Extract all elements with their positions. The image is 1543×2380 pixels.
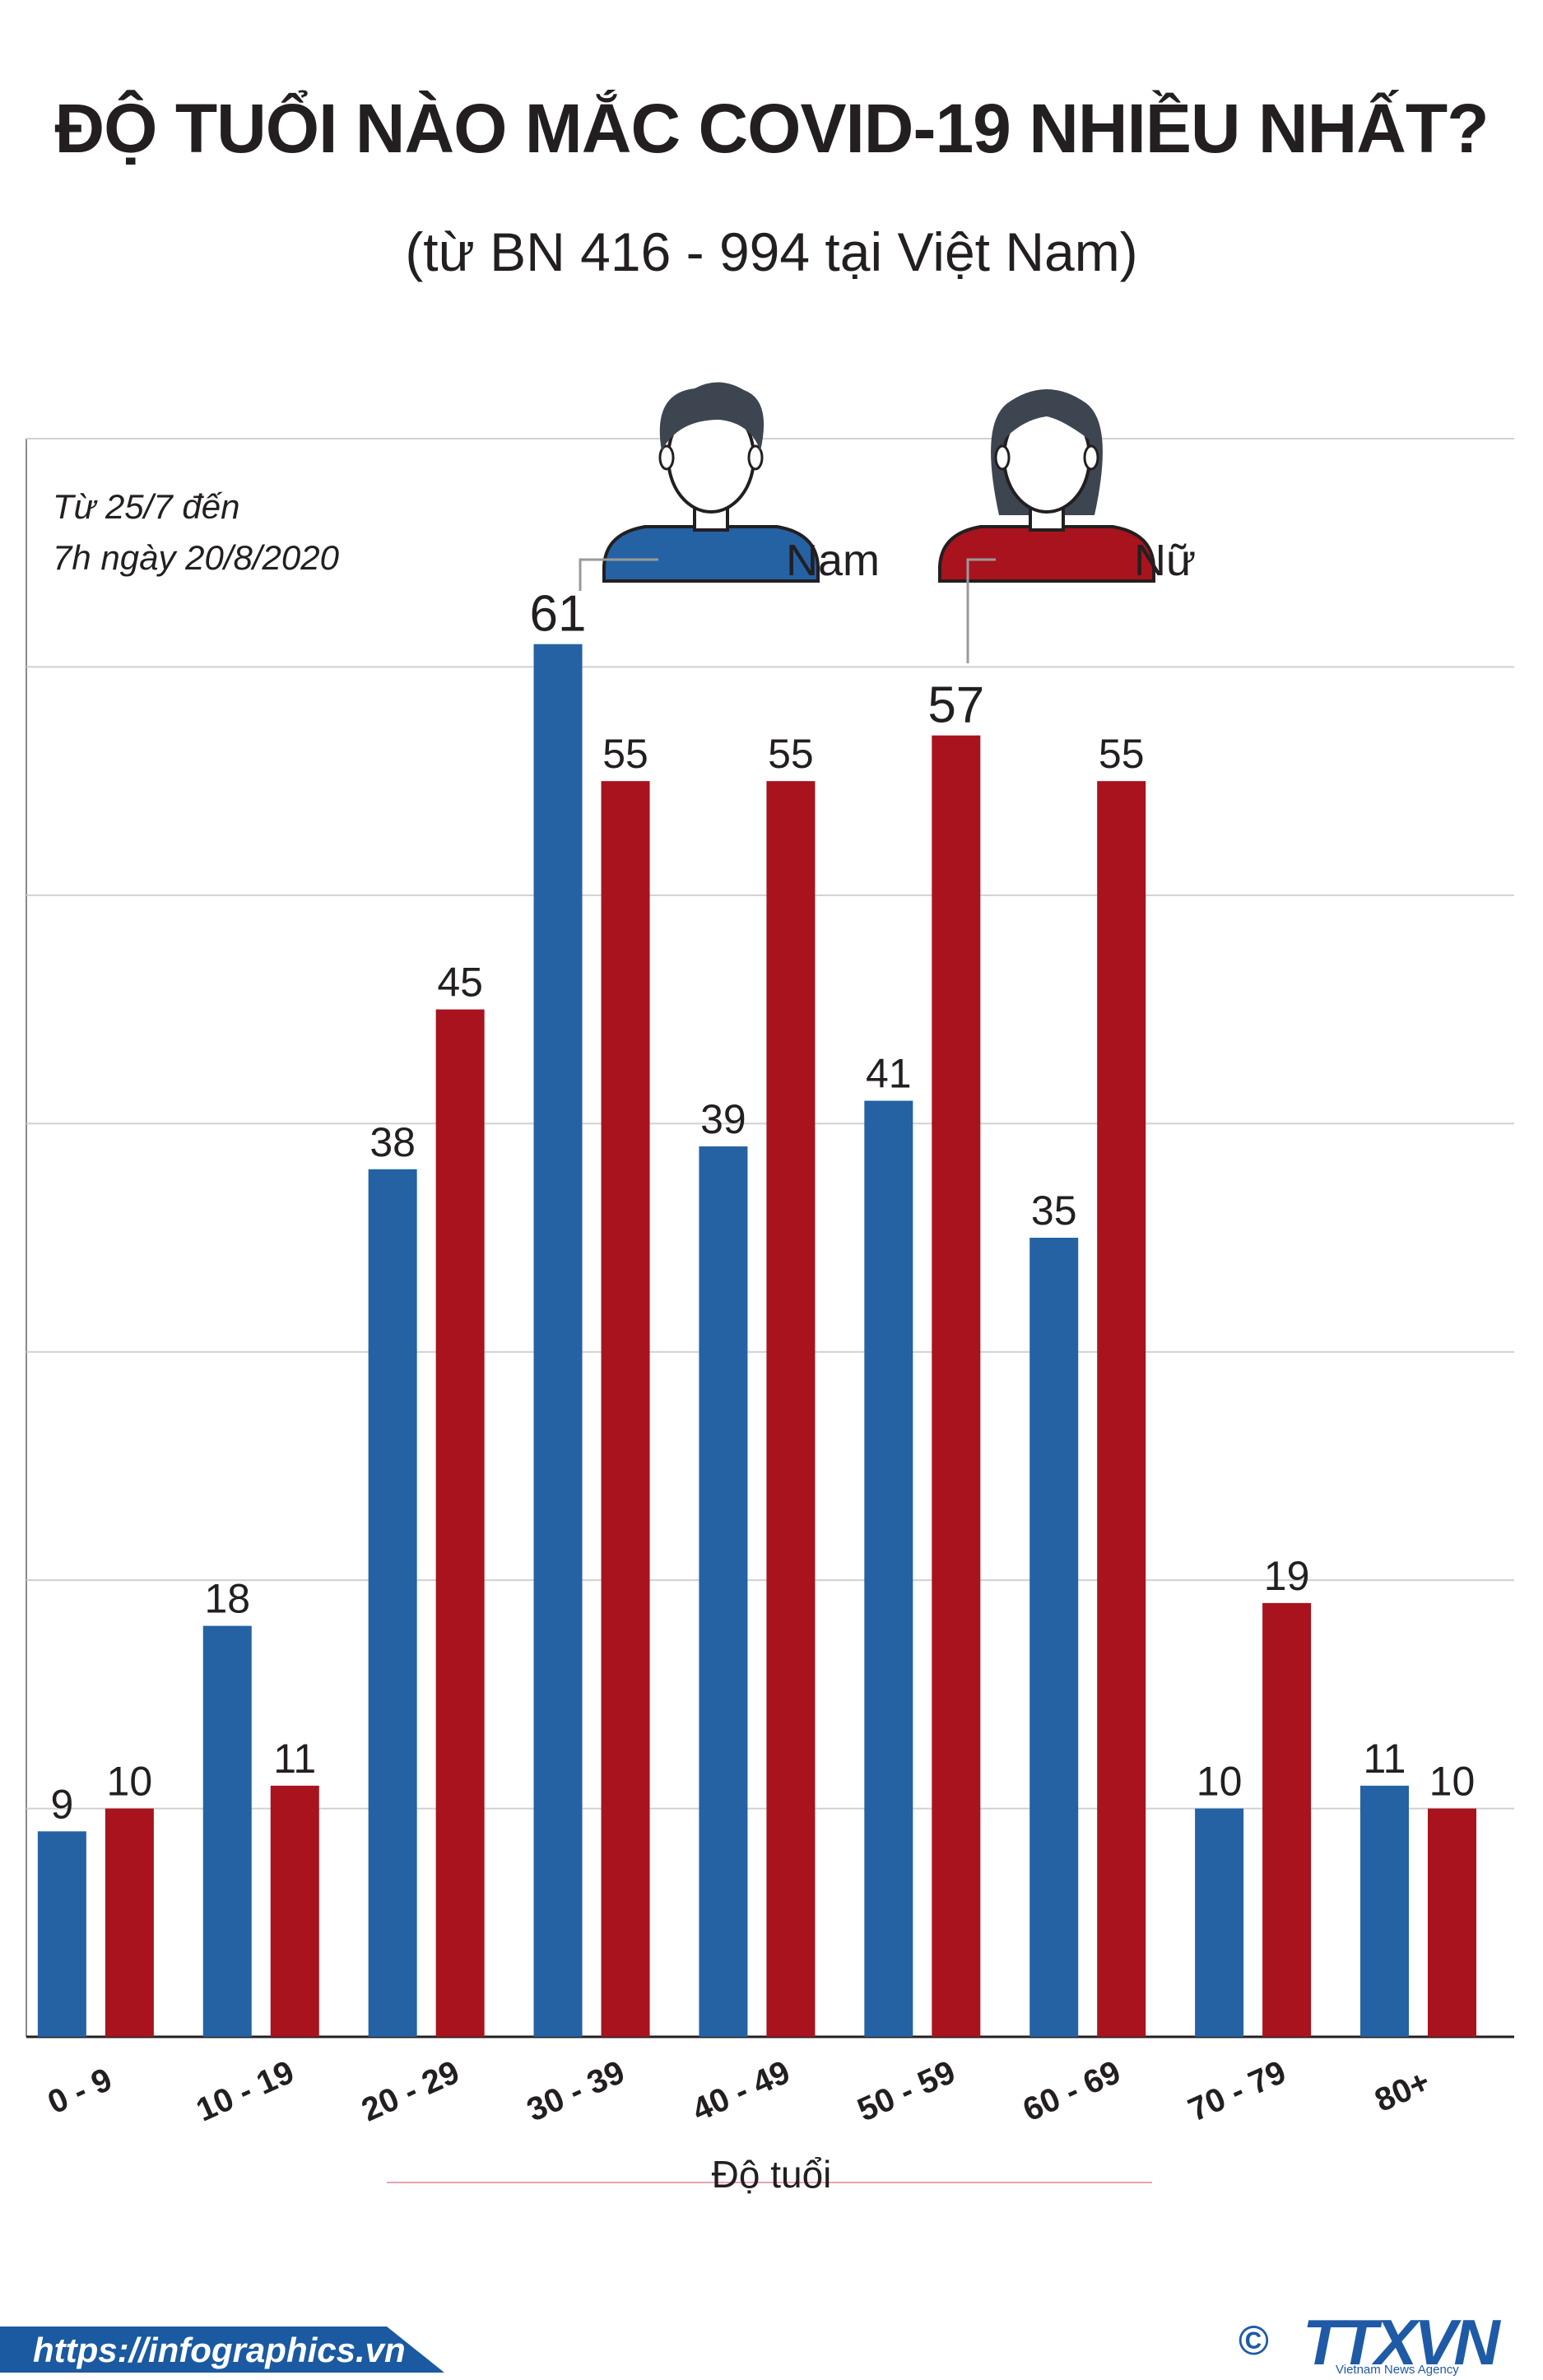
x-tick-label: 0 - 9 (43, 2062, 118, 2122)
date-note: Từ 25/7 đến 7h ngày 20/8/2020 (53, 481, 339, 583)
bar-female (1262, 1602, 1312, 2037)
x-axis-title: Độ tuổi (711, 2153, 832, 2196)
bar-male (1359, 1785, 1409, 2037)
legend-label-female: Nữ (1134, 536, 1197, 585)
bar-female (435, 1009, 485, 2037)
x-tick-label: 30 - 39 (522, 2054, 630, 2129)
footer-url[interactable]: https://infographics.vn (33, 2331, 406, 2369)
bar-male (368, 1169, 417, 2037)
data-label-female: 11 (273, 1736, 316, 1782)
data-label-male: 11 (1364, 1736, 1406, 1782)
bar-male (533, 644, 583, 2037)
data-label-male: 39 (700, 1096, 746, 1142)
bar-female (932, 735, 981, 2037)
bar-female (1097, 781, 1146, 2038)
bar-female (601, 781, 650, 2038)
logo-tagline: Vietnam News Agency (1336, 2363, 1459, 2377)
footer-bar (0, 2327, 444, 2373)
bar-female (270, 1785, 319, 2037)
bar-female (766, 781, 816, 2038)
x-tick-label: 80+ (1369, 2063, 1435, 2119)
copyright-icon: © (1239, 2317, 1269, 2364)
x-tick-label: 40 - 49 (687, 2054, 796, 2129)
woman-icon (938, 389, 1155, 583)
data-label-male: 38 (369, 1119, 416, 1165)
chart-title: ĐỘ TUỔI NÀO MẮC COVID-19 NHIỀU NHẤT? (54, 90, 1489, 167)
legend-connector-male (579, 558, 658, 591)
data-label-male: 41 (866, 1051, 912, 1097)
bar-female (105, 1808, 154, 2037)
date-note-line1: Từ 25/7 đến (53, 487, 240, 526)
logo-text: TTXVN (1303, 2306, 1500, 2378)
bar-male (202, 1625, 252, 2037)
data-label-female: 10 (107, 1759, 153, 1805)
x-tick-label: 70 - 79 (1183, 2054, 1291, 2129)
data-label-male: 10 (1197, 1759, 1243, 1805)
bar-male (1029, 1238, 1079, 2037)
data-label-male: 18 (204, 1576, 250, 1622)
bar-female (1427, 1808, 1476, 2037)
chart-subtitle: (từ BN 416 - 994 tại Việt Nam) (405, 221, 1138, 282)
x-tick-label: 20 - 29 (356, 2054, 465, 2129)
bar-male (1195, 1808, 1244, 2037)
data-label-female: 55 (602, 731, 648, 777)
data-label-female: 19 (1264, 1553, 1310, 1599)
data-label-male: 9 (50, 1781, 73, 1827)
data-label-male: 61 (530, 586, 587, 643)
data-label-female: 10 (1429, 1759, 1476, 1805)
x-tick-label: 10 - 19 (191, 2054, 300, 2129)
data-label-female: 45 (437, 960, 483, 1006)
data-label-female: 55 (1099, 731, 1145, 777)
date-note-line2: 7h ngày 20/8/2020 (53, 538, 339, 577)
data-label-female: 55 (768, 731, 814, 777)
legend-connector-female (966, 558, 996, 663)
legend-label-male: Nam (786, 536, 881, 585)
data-label-male: 35 (1031, 1188, 1077, 1234)
data-label-female: 57 (927, 677, 984, 734)
x-tick-label: 50 - 59 (853, 2054, 961, 2129)
bar-male (864, 1100, 913, 2037)
man-icon (602, 382, 820, 583)
bar-male (37, 1831, 86, 2037)
x-tick-label: 60 - 69 (1018, 2054, 1127, 2129)
bar-male (699, 1146, 748, 2037)
